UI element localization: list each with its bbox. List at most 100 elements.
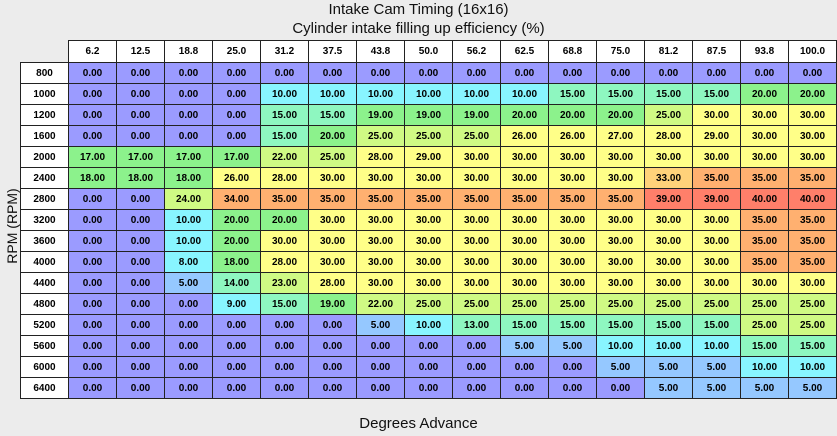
table-cell[interactable]: 13.00 [452,314,501,336]
table-cell[interactable]: 30.00 [692,146,741,168]
table-cell[interactable]: 26.00 [500,125,549,147]
table-cell[interactable]: 40.00 [740,188,789,210]
table-cell[interactable]: 30.00 [452,146,501,168]
table-cell[interactable]: 0.00 [164,62,213,84]
table-cell[interactable]: 19.00 [452,104,501,126]
table-cell[interactable]: 30.00 [692,230,741,252]
table-cell[interactable]: 0.00 [548,356,597,378]
table-cell[interactable]: 5.00 [164,272,213,294]
table-cell[interactable]: 15.00 [500,314,549,336]
table-cell[interactable]: 0.00 [260,335,309,357]
table-cell[interactable]: 30.00 [500,251,549,273]
table-cell[interactable]: 15.00 [596,83,645,105]
table-cell[interactable]: 35.00 [308,188,357,210]
table-cell[interactable]: 30.00 [596,209,645,231]
table-cell[interactable]: 5.00 [692,377,741,399]
table-cell[interactable]: 22.00 [260,146,309,168]
table-cell[interactable]: 25.00 [740,293,789,315]
table-cell[interactable]: 10.00 [740,356,789,378]
table-cell[interactable]: 30.00 [308,251,357,273]
table-cell[interactable]: 0.00 [68,251,117,273]
table-cell[interactable]: 0.00 [116,272,165,294]
table-cell[interactable]: 39.00 [692,188,741,210]
table-cell[interactable]: 35.00 [692,167,741,189]
table-cell[interactable]: 0.00 [68,83,117,105]
table-cell[interactable]: 35.00 [788,230,837,252]
table-cell[interactable]: 30.00 [692,251,741,273]
table-cell[interactable]: 25.00 [596,293,645,315]
table-cell[interactable]: 0.00 [212,83,261,105]
table-cell[interactable]: 30.00 [596,167,645,189]
table-cell[interactable]: 25.00 [308,146,357,168]
table-cell[interactable]: 30.00 [548,146,597,168]
table-cell[interactable]: 0.00 [164,125,213,147]
table-cell[interactable]: 28.00 [260,167,309,189]
table-cell[interactable]: 0.00 [404,335,453,357]
table-cell[interactable]: 30.00 [356,230,405,252]
table-cell[interactable]: 10.00 [500,83,549,105]
table-cell[interactable]: 5.00 [596,356,645,378]
table-cell[interactable]: 10.00 [788,356,837,378]
table-cell[interactable]: 30.00 [452,167,501,189]
table-cell[interactable]: 19.00 [356,104,405,126]
table-cell[interactable]: 30.00 [740,272,789,294]
table-cell[interactable]: 0.00 [596,377,645,399]
table-cell[interactable]: 5.00 [500,335,549,357]
table-cell[interactable]: 25.00 [788,314,837,336]
table-cell[interactable]: 30.00 [308,209,357,231]
table-cell[interactable]: 19.00 [404,104,453,126]
table-cell[interactable]: 22.00 [356,293,405,315]
table-cell[interactable]: 15.00 [644,83,693,105]
table-cell[interactable]: 0.00 [404,377,453,399]
table-cell[interactable]: 0.00 [68,314,117,336]
table-cell[interactable]: 0.00 [788,62,837,84]
table-cell[interactable]: 30.00 [548,167,597,189]
table-cell[interactable]: 15.00 [308,104,357,126]
table-cell[interactable]: 30.00 [404,230,453,252]
table-cell[interactable]: 15.00 [692,83,741,105]
table-cell[interactable]: 35.00 [788,209,837,231]
table-cell[interactable]: 30.00 [356,272,405,294]
table-cell[interactable]: 5.00 [644,356,693,378]
table-cell[interactable]: 28.00 [356,146,405,168]
table-cell[interactable]: 25.00 [452,293,501,315]
table-cell[interactable]: 15.00 [260,293,309,315]
table-cell[interactable]: 10.00 [404,83,453,105]
table-cell[interactable]: 35.00 [740,167,789,189]
table-cell[interactable]: 30.00 [452,251,501,273]
table-cell[interactable]: 35.00 [260,188,309,210]
table-cell[interactable]: 25.00 [500,293,549,315]
table-cell[interactable]: 0.00 [68,209,117,231]
table-cell[interactable]: 29.00 [692,125,741,147]
table-cell[interactable]: 30.00 [740,146,789,168]
table-cell[interactable]: 29.00 [404,146,453,168]
table-cell[interactable]: 10.00 [596,335,645,357]
table-cell[interactable]: 30.00 [644,230,693,252]
table-cell[interactable]: 25.00 [356,125,405,147]
table-cell[interactable]: 28.00 [260,251,309,273]
table-cell[interactable]: 30.00 [548,209,597,231]
table-cell[interactable]: 30.00 [692,104,741,126]
table-cell[interactable]: 30.00 [548,272,597,294]
table-cell[interactable]: 5.00 [692,356,741,378]
table-cell[interactable]: 17.00 [212,146,261,168]
table-cell[interactable]: 0.00 [116,251,165,273]
table-cell[interactable]: 20.00 [308,125,357,147]
table-cell[interactable]: 10.00 [164,230,213,252]
table-cell[interactable]: 30.00 [404,251,453,273]
table-cell[interactable]: 15.00 [644,314,693,336]
table-cell[interactable]: 35.00 [740,251,789,273]
table-cell[interactable]: 30.00 [692,272,741,294]
table-cell[interactable]: 15.00 [260,125,309,147]
table-cell[interactable]: 0.00 [356,377,405,399]
table-cell[interactable]: 30.00 [500,167,549,189]
table-cell[interactable]: 25.00 [644,104,693,126]
table-cell[interactable]: 0.00 [212,356,261,378]
table-cell[interactable]: 30.00 [356,167,405,189]
table-cell[interactable]: 10.00 [308,83,357,105]
table-cell[interactable]: 0.00 [212,104,261,126]
table-cell[interactable]: 0.00 [260,314,309,336]
table-cell[interactable]: 33.00 [644,167,693,189]
table-cell[interactable]: 20.00 [500,104,549,126]
table-cell[interactable]: 0.00 [116,377,165,399]
